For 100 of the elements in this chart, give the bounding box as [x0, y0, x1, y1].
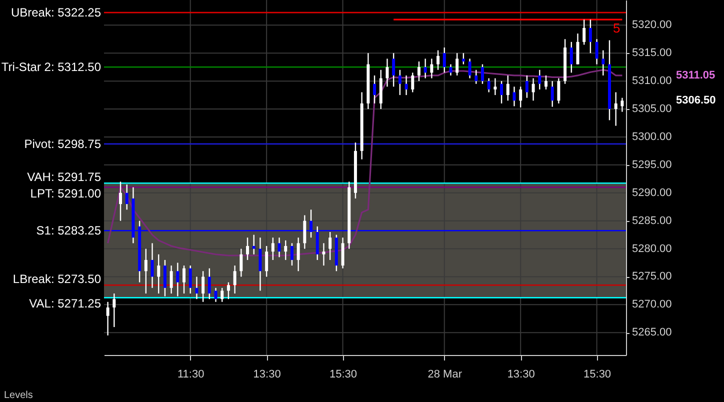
candlestick: [550, 80, 554, 108]
candlestick: [214, 287, 218, 302]
y-tick-label: 5290.00: [632, 186, 672, 199]
candlestick: [182, 264, 186, 294]
y-tick-label: 5285.00: [632, 214, 672, 227]
candlestick: [150, 242, 154, 289]
candlestick: [525, 74, 528, 98]
candlestick: [398, 69, 402, 96]
text: Levels: [4, 390, 33, 401]
candlestick: [208, 268, 211, 300]
candlestick: [494, 78, 497, 96]
y-tick-label: 5315.00: [632, 47, 672, 60]
candlestick: [544, 74, 548, 90]
candlestick: [240, 248, 243, 278]
candlestick: [328, 231, 332, 261]
y-tick-label: 5265.00: [632, 326, 672, 339]
candlestick: [456, 52, 459, 76]
y-tick-label: 5280.00: [632, 242, 672, 255]
candlestick: [386, 58, 389, 88]
candlestick: [480, 64, 484, 84]
candlestick: [290, 242, 294, 266]
x-tick-label: 28 Mar: [428, 368, 462, 380]
ref-line-label: LPT: 5291.00: [30, 186, 102, 200]
y-tick-label: 5275.00: [632, 270, 672, 283]
candlestick: [620, 97, 624, 112]
candlestick: [588, 18, 592, 54]
candlestick: [436, 50, 440, 70]
text: 5306.50: [676, 94, 716, 107]
candlestick: [538, 69, 542, 90]
candlestick: [195, 276, 198, 300]
candlestick: [233, 264, 236, 294]
candlestick: [112, 292, 116, 328]
y-tick-label: 5300.00: [632, 130, 672, 143]
candlestick: [322, 242, 326, 266]
ref-line-label: S1: 5283.25: [36, 224, 102, 238]
candlestick: [271, 237, 274, 261]
candlestick: [170, 264, 173, 294]
candlestick: [157, 254, 160, 294]
candlestick: [188, 264, 192, 294]
candlestick: [163, 259, 166, 297]
candlestick: [602, 50, 605, 76]
candlestick: [474, 69, 478, 84]
candlestick: [278, 237, 281, 258]
candlestick: [576, 32, 580, 65]
x-tick-label: 13:30: [507, 368, 535, 380]
candlestick: [532, 78, 535, 102]
candlestick: [462, 52, 465, 65]
ref-line-label: UBreak: 5322.25: [10, 6, 102, 20]
candlestick: [442, 46, 446, 74]
y-tick-label: 5295.00: [632, 158, 672, 171]
candlestick: [487, 78, 490, 93]
candlestick: [512, 86, 516, 107]
candlestick: [424, 58, 427, 79]
candlestick: [265, 245, 268, 278]
candlestick: [392, 52, 396, 88]
candlestick: [246, 237, 250, 261]
candlestick: [303, 214, 306, 250]
x-tick-label: 15:30: [330, 368, 358, 380]
candlestick: [500, 80, 504, 104]
candlestick: [341, 237, 344, 269]
candlestick: [582, 18, 586, 46]
candlestick: [296, 237, 300, 272]
candlestick: [595, 38, 598, 65]
candlestick: [252, 234, 256, 255]
candlestick: [284, 240, 288, 261]
series-label: 5: [612, 20, 620, 36]
candlestick: [449, 64, 452, 76]
candlestick: [519, 86, 522, 108]
candlestick: [125, 184, 128, 210]
candlestick: [226, 282, 230, 300]
candlestick: [258, 237, 262, 292]
text: 5311.05: [676, 69, 716, 82]
y-tick-label: 5270.00: [632, 298, 672, 311]
candlestick: [220, 287, 224, 302]
x-tick-label: 13:30: [253, 368, 281, 380]
x-tick-label: 15:30: [584, 368, 612, 380]
candlestick: [468, 58, 472, 79]
ref-line-label: VAH: 5291.75: [27, 170, 102, 184]
candlestick: [570, 41, 573, 74]
candlestick: [430, 58, 434, 79]
candlestick: [506, 74, 510, 102]
candlestick: [557, 78, 560, 104]
y-tick-label: 5320.00: [632, 19, 672, 32]
ref-line-label: LBreak: 5273.50: [12, 272, 102, 286]
candlestick: [144, 248, 148, 294]
y-tick-label: 5305.00: [632, 103, 672, 116]
x-tick-label: 11:30: [178, 368, 204, 380]
candlestick: [404, 74, 408, 96]
ref-line-label: Tri-Star 2: 5312.50: [1, 60, 102, 74]
candlestick: [106, 301, 110, 336]
candlestick: [614, 92, 618, 126]
ref-line-label: Pivot: 5298.75: [24, 136, 102, 151]
ref-line-label: VAL: 5271.25: [29, 296, 102, 311]
candlestick: [119, 181, 122, 222]
candlestick: [176, 262, 180, 297]
candlestick: [417, 60, 420, 82]
candlestick: [411, 72, 414, 93]
candlestick: [373, 74, 376, 104]
y-tick-label: 5310.00: [632, 75, 672, 88]
candlestick: [202, 270, 205, 302]
